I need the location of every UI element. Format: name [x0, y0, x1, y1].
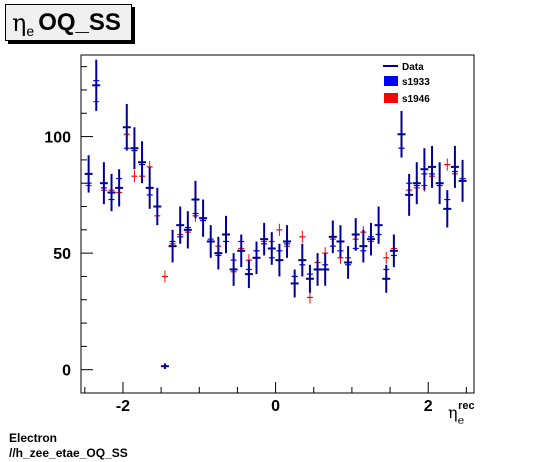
legend-s1933-swatch	[384, 76, 398, 86]
x-axis-superscript: rec	[458, 400, 475, 412]
axis-ticks: 0 50 100 -2 0 2	[44, 66, 467, 415]
y-tick-label: 100	[44, 130, 71, 147]
x-tick-label: -2	[116, 398, 130, 415]
footer-line-1: Electron	[9, 431, 58, 445]
x-axis-label: ηe rec	[448, 400, 481, 427]
y-tick-label: 0	[62, 363, 71, 380]
plot-title: η e OQ_SS	[5, 4, 132, 41]
frame	[80, 54, 475, 394]
y-tick-label: 50	[53, 246, 71, 263]
legend-s1933-label: s1933	[402, 77, 430, 88]
title-subscript: e	[26, 22, 35, 39]
title-text: OQ_SS	[38, 8, 121, 36]
legend-s1946-swatch	[384, 93, 398, 103]
x-tick-label: 0	[271, 398, 280, 415]
footer-line-2: //h_zee_etae_OQ_SS	[9, 446, 128, 460]
legend: Data s1933 s1946	[383, 62, 430, 105]
legend-data-label: Data	[402, 62, 424, 73]
data-marks	[84, 59, 467, 369]
x-tick-label: 2	[424, 398, 433, 415]
x-axis-symbol: η	[448, 403, 458, 422]
legend-s1946-label: s1946	[402, 94, 430, 105]
title-symbol: η	[12, 8, 27, 37]
x-axis-subscript: e	[457, 414, 465, 427]
